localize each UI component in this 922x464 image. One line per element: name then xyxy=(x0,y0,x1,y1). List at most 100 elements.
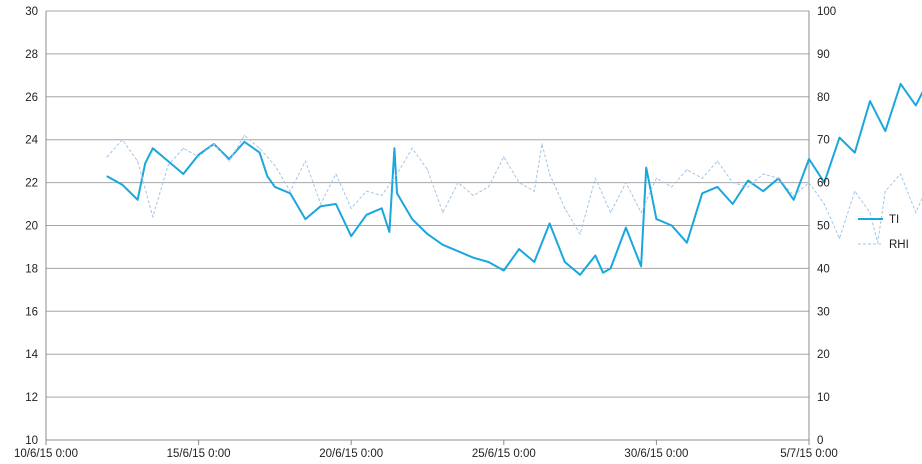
y-left-tick-label: 24 xyxy=(25,135,38,147)
data-point-ti xyxy=(106,175,108,177)
data-point-ti xyxy=(732,203,734,205)
data-point-rhi xyxy=(365,190,368,192)
gridlines xyxy=(46,10,809,441)
data-point-ti xyxy=(838,136,841,139)
data-point-rhi xyxy=(182,147,184,149)
y-left-tick-label: 10 xyxy=(25,435,38,447)
y-left-tick-label: 12 xyxy=(25,392,38,404)
data-point-ti xyxy=(472,257,474,259)
data-point-ti xyxy=(533,261,535,263)
y-left-tick-label: 16 xyxy=(25,306,38,318)
series-points-rhi xyxy=(106,134,917,244)
y-right-tick-label: 50 xyxy=(817,221,830,233)
y-right-tick-label: 100 xyxy=(817,6,836,18)
data-point-ti xyxy=(259,151,261,154)
data-point-rhi xyxy=(335,173,337,175)
data-point-rhi xyxy=(838,237,841,239)
data-point-rhi xyxy=(518,182,520,184)
y-axis-left-tick-labels: 10 12 14 16 18 20 22 24 26 28 30 xyxy=(25,6,38,447)
data-point-ti xyxy=(121,184,123,186)
data-point-rhi xyxy=(152,216,154,218)
data-point-rhi xyxy=(411,147,413,149)
data-point-rhi xyxy=(350,207,352,209)
data-point-ti xyxy=(457,250,459,252)
data-point-ti xyxy=(747,179,749,182)
legend-label-ti: TI xyxy=(889,214,899,226)
data-point-rhi xyxy=(625,182,627,184)
data-point-rhi xyxy=(442,212,444,214)
y-right-tick-label: 20 xyxy=(817,349,830,361)
y-left-tick-label: 22 xyxy=(25,178,38,190)
data-point-rhi xyxy=(106,156,108,158)
data-point-ti xyxy=(854,151,856,154)
data-point-ti xyxy=(411,218,413,220)
y-left-tick-label: 14 xyxy=(25,349,38,361)
x-tick-label: 5/7/15 0:00 xyxy=(780,448,838,460)
y-left-tick-label: 20 xyxy=(25,221,38,233)
y-right-tick-label: 70 xyxy=(817,135,830,147)
y-left-tick-label: 28 xyxy=(25,49,38,61)
data-point-ti xyxy=(388,231,390,233)
series-line-ti xyxy=(106,82,922,276)
data-point-rhi xyxy=(213,143,215,145)
data-point-ti xyxy=(396,192,398,194)
data-point-rhi xyxy=(671,186,673,188)
data-point-rhi xyxy=(686,169,688,171)
x-tick-label: 20/6/15 0:00 xyxy=(319,448,383,460)
data-point-ti xyxy=(594,254,596,257)
data-point-rhi xyxy=(426,169,429,171)
data-point-ti xyxy=(198,154,200,156)
x-tick-label: 25/6/15 0:00 xyxy=(472,448,536,460)
data-point-rhi xyxy=(487,186,490,188)
data-point-rhi xyxy=(533,190,535,192)
series-line-rhi xyxy=(106,134,922,244)
y-right-tick-label: 10 xyxy=(817,392,830,404)
data-point-ti xyxy=(518,248,520,250)
data-point-rhi xyxy=(167,164,169,167)
data-point-ti xyxy=(645,166,647,169)
data-point-ti xyxy=(564,261,566,263)
data-point-rhi xyxy=(259,147,261,149)
data-point-rhi xyxy=(396,173,398,175)
x-tick-label: 15/6/15 0:00 xyxy=(167,448,231,460)
data-point-ti xyxy=(381,207,383,209)
y-right-tick-label: 60 xyxy=(817,178,830,190)
data-point-rhi xyxy=(716,160,719,162)
axes xyxy=(45,11,810,445)
data-point-ti xyxy=(442,244,444,246)
data-point-ti xyxy=(365,214,368,216)
data-point-ti xyxy=(716,186,719,188)
data-point-rhi xyxy=(503,156,505,158)
data-point-ti xyxy=(144,162,146,164)
data-point-rhi xyxy=(823,203,825,205)
data-point-ti xyxy=(640,265,642,267)
data-point-ti xyxy=(289,192,291,194)
data-point-rhi xyxy=(121,139,123,141)
data-point-ti xyxy=(869,100,871,102)
data-point-ti xyxy=(152,147,154,149)
data-point-rhi xyxy=(228,160,230,162)
data-point-rhi xyxy=(869,212,871,214)
data-point-rhi xyxy=(808,182,810,184)
data-point-rhi xyxy=(243,134,245,137)
data-point-ti xyxy=(602,272,604,274)
data-point-ti xyxy=(625,227,627,229)
data-point-ti xyxy=(899,83,902,85)
data-point-rhi xyxy=(732,182,734,184)
data-point-ti xyxy=(243,141,245,143)
data-point-ti xyxy=(808,158,810,160)
data-point-ti xyxy=(610,267,612,269)
y-right-tick-label: 30 xyxy=(817,306,830,318)
data-point-ti xyxy=(793,199,795,201)
data-point-ti xyxy=(136,199,139,201)
data-point-rhi xyxy=(289,190,291,192)
data-point-rhi xyxy=(457,182,459,184)
data-point-rhi xyxy=(472,194,474,197)
data-point-ti xyxy=(393,147,396,149)
data-point-ti xyxy=(701,192,703,194)
data-point-ti xyxy=(548,222,551,224)
data-point-rhi xyxy=(877,242,879,244)
data-point-ti xyxy=(823,182,825,184)
data-point-rhi xyxy=(762,173,764,175)
